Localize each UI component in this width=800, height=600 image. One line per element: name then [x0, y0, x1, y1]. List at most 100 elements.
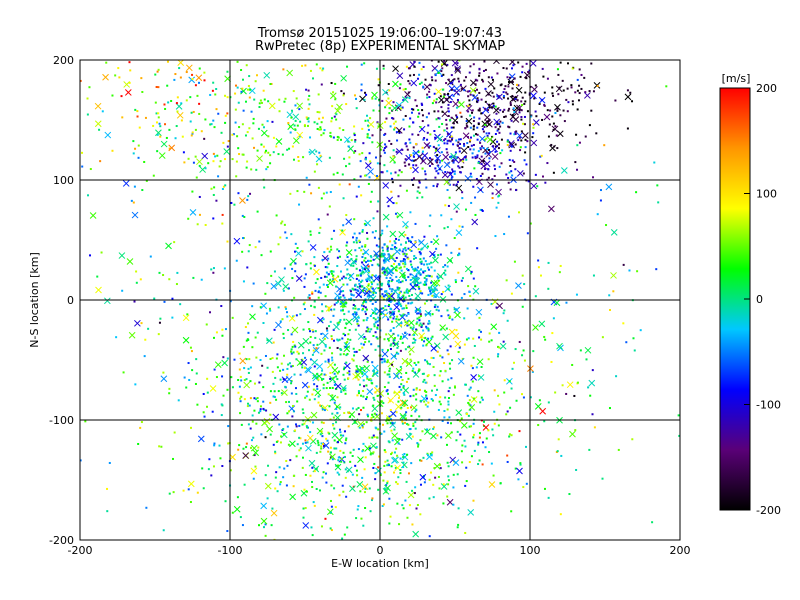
data-point-dot	[354, 328, 357, 331]
data-point-dot	[329, 320, 332, 323]
data-point-dot	[441, 67, 444, 70]
data-point-dot	[415, 393, 418, 396]
data-point-dot	[443, 139, 446, 142]
data-point-dot	[408, 125, 411, 128]
data-point-dot	[296, 247, 299, 250]
data-point-cross	[407, 346, 415, 353]
data-point-dot	[320, 197, 323, 200]
data-point-dot	[510, 119, 513, 122]
data-point-dot	[317, 93, 320, 96]
data-point-dot	[437, 254, 440, 257]
data-point-dot	[96, 275, 99, 278]
data-point-dot	[422, 85, 425, 88]
data-point-cross	[357, 333, 365, 340]
data-point-dot	[460, 417, 463, 420]
data-point-dot	[363, 62, 366, 65]
data-point-dot	[220, 403, 223, 406]
data-point-dot	[419, 126, 422, 129]
data-point-dot	[264, 436, 267, 439]
data-point-dot	[294, 429, 297, 432]
data-point-dot	[525, 77, 528, 80]
data-point-dot	[381, 504, 384, 507]
data-point-dot	[307, 107, 310, 110]
data-point-dot	[405, 241, 408, 244]
data-point-dot	[430, 389, 433, 392]
data-point-dot	[419, 252, 422, 255]
data-point-dot	[499, 120, 502, 123]
data-point-dot	[477, 441, 480, 444]
data-point-dot	[386, 250, 389, 253]
data-point-dot	[215, 88, 218, 91]
data-point-cross	[391, 288, 399, 295]
data-point-dot	[508, 171, 511, 174]
data-point-dot	[577, 99, 580, 102]
data-point-dot	[354, 150, 357, 153]
data-point-dot	[308, 297, 311, 300]
data-point-dot	[393, 422, 396, 425]
data-point-dot	[403, 421, 406, 424]
data-point-dot	[253, 397, 256, 400]
data-point-dot	[438, 400, 441, 403]
data-point-dot	[427, 268, 430, 271]
x-axis-ticks: -200 -100 0 100 200	[68, 60, 691, 557]
data-point-dot	[404, 417, 407, 420]
data-point-cross	[373, 250, 380, 258]
data-point-dot	[450, 293, 453, 296]
data-point-dot	[435, 101, 438, 104]
data-point-dot	[566, 110, 569, 113]
data-point-dot	[389, 312, 392, 315]
data-point-dot	[337, 339, 340, 342]
data-point-cross	[327, 361, 334, 369]
data-point-dot	[293, 296, 296, 299]
data-point-dot	[400, 383, 403, 386]
data-point-dot	[592, 274, 595, 277]
data-point-dot	[304, 356, 307, 359]
data-point-dot	[332, 173, 335, 176]
data-point-dot	[519, 149, 522, 152]
data-point-dot	[311, 534, 314, 537]
data-point-dot	[347, 411, 350, 414]
data-point-cross	[316, 316, 324, 324]
data-point-dot	[385, 269, 388, 272]
data-point-dot	[383, 151, 386, 154]
data-point-dot	[403, 291, 406, 294]
data-point-dot	[470, 364, 473, 367]
data-point-dot	[514, 168, 517, 171]
data-point-cross	[103, 297, 111, 305]
data-point-dot	[288, 362, 291, 365]
data-point-dot	[488, 106, 491, 109]
data-point-dot	[511, 95, 514, 98]
data-point-dot	[487, 149, 490, 152]
data-point-dot	[517, 211, 520, 214]
data-point-dot	[255, 168, 258, 171]
data-point-cross	[387, 360, 395, 368]
data-point-dot	[469, 386, 472, 389]
data-point-dot	[307, 240, 310, 243]
data-point-dot	[338, 250, 341, 253]
data-point-dot	[319, 128, 322, 131]
data-point-dot	[344, 439, 347, 442]
data-point-dot	[443, 271, 446, 274]
data-point-dot	[431, 451, 434, 454]
data-point-dot	[369, 453, 372, 456]
data-point-dot	[398, 131, 401, 134]
data-point-dot	[608, 294, 611, 297]
data-point-cross	[239, 197, 246, 204]
data-point-dot	[259, 99, 262, 102]
data-point-dot	[291, 415, 294, 418]
data-point-dot	[297, 159, 300, 162]
data-point-dot	[292, 351, 295, 354]
data-point-dot	[517, 84, 520, 87]
data-point-dot	[366, 136, 369, 139]
data-point-dot	[296, 124, 299, 127]
data-point-dot	[310, 192, 313, 195]
data-point-dot	[326, 213, 329, 216]
data-point-dot	[361, 372, 364, 375]
data-point-dot	[290, 348, 293, 351]
data-point-dot	[418, 181, 421, 184]
data-point-dot	[511, 159, 514, 162]
data-point-dot	[531, 370, 534, 373]
data-point-dot	[264, 474, 267, 477]
data-point-dot	[478, 316, 481, 319]
data-point-dot	[409, 353, 412, 356]
